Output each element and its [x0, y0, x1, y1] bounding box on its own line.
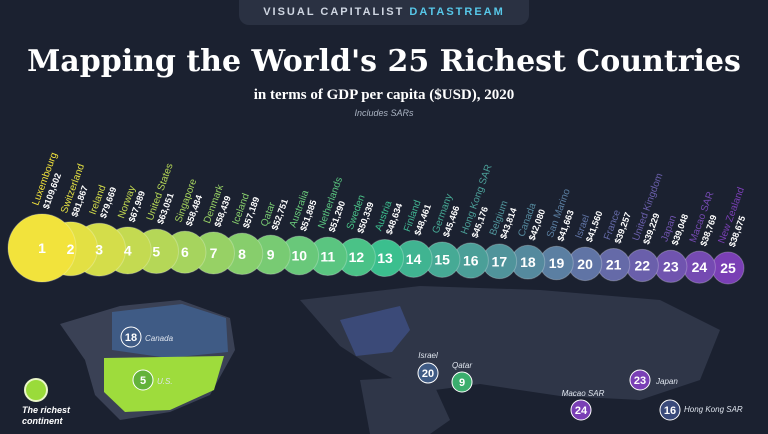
map-marker-rank: 18 — [125, 332, 137, 344]
brand-accent: DATASTREAM — [409, 6, 505, 18]
map-marker-us — [132, 369, 154, 391]
page-title: Mapping the World's 25 Richest Countries — [27, 44, 741, 79]
map-marker-rank: 24 — [575, 405, 588, 417]
map-marker-rank: 5 — [140, 375, 146, 387]
map-europe-highlight — [340, 306, 410, 356]
map-marker-name: Macao SAR — [562, 389, 605, 398]
ranking-bubbles: 1 2 3 4 5 6 7 8 9 10 11 12 13 14 15 16 17 18 19 20 21 22 23 24 2… — [7, 213, 745, 285]
rank-number: 7 — [210, 245, 218, 261]
map-africa — [360, 376, 450, 434]
map-marker-hongkong — [659, 399, 681, 421]
map-marker-rank: 20 — [422, 368, 434, 380]
money-icon — [24, 378, 48, 402]
map-eurasia — [300, 286, 720, 400]
rank-number: 25 — [720, 260, 736, 276]
rank-number: 23 — [663, 258, 679, 274]
map-marker-macao — [570, 399, 592, 421]
map-us — [104, 356, 224, 412]
map-marker-name: Israel — [418, 351, 438, 360]
rank-number: 13 — [377, 250, 393, 266]
rank-number: 15 — [434, 252, 450, 268]
map-canada — [112, 304, 228, 358]
map-marker-name: U.S. — [157, 377, 173, 386]
rank-number: 3 — [95, 242, 103, 258]
rank-number: 17 — [492, 253, 508, 269]
map-marker-name: Qatar — [452, 361, 472, 370]
rank-number: 1 — [38, 240, 46, 256]
brand-name: VISUAL CAPITALIST — [263, 6, 405, 18]
rank-number: 9 — [267, 247, 275, 263]
map-marker-name: Canada — [145, 334, 174, 343]
rank-number: 4 — [124, 243, 132, 259]
rank-number: 5 — [152, 243, 160, 259]
map-marker-canada — [120, 326, 142, 348]
map-marker-rank: 9 — [459, 377, 465, 389]
rank-number: 14 — [406, 251, 422, 267]
rank-number: 6 — [181, 244, 189, 260]
rank-number: 16 — [463, 253, 479, 269]
rank-number: 20 — [577, 256, 593, 272]
map-markers: 18 Canada 5 U.S. 20 Israel 9 Qatar 23 Japan 24 Maca… — [120, 326, 743, 421]
world-map — [60, 286, 720, 434]
map-marker-japan — [629, 369, 651, 391]
rank-number: 21 — [606, 257, 622, 273]
map-marker-qatar — [451, 371, 473, 393]
map-marker-name: Japan — [655, 377, 678, 386]
map-marker-name: Hong Kong SAR — [684, 405, 743, 414]
page-subtitle: in terms of GDP per capita ($USD), 2020 — [253, 87, 515, 103]
map-marker-rank: 23 — [634, 375, 646, 387]
rank-number: 22 — [634, 258, 650, 274]
rank-number: 18 — [520, 254, 536, 270]
legend-caption: The richest continent — [22, 405, 71, 426]
rank-number: 10 — [291, 248, 307, 264]
rank-bubble-1 — [7, 213, 77, 283]
rank-number: 12 — [349, 249, 365, 265]
map-marker-israel — [417, 362, 439, 384]
rank-number: 8 — [238, 246, 246, 262]
rank-number: 24 — [692, 259, 708, 275]
brand-banner: VISUAL CAPITALIST DATASTREAM — [239, 0, 529, 25]
sar-note: Includes SARs — [354, 108, 414, 118]
rank-number: 2 — [67, 241, 75, 257]
map-marker-rank: 16 — [664, 405, 676, 417]
rank-number: 11 — [320, 248, 335, 264]
rank-number: 19 — [549, 255, 565, 271]
